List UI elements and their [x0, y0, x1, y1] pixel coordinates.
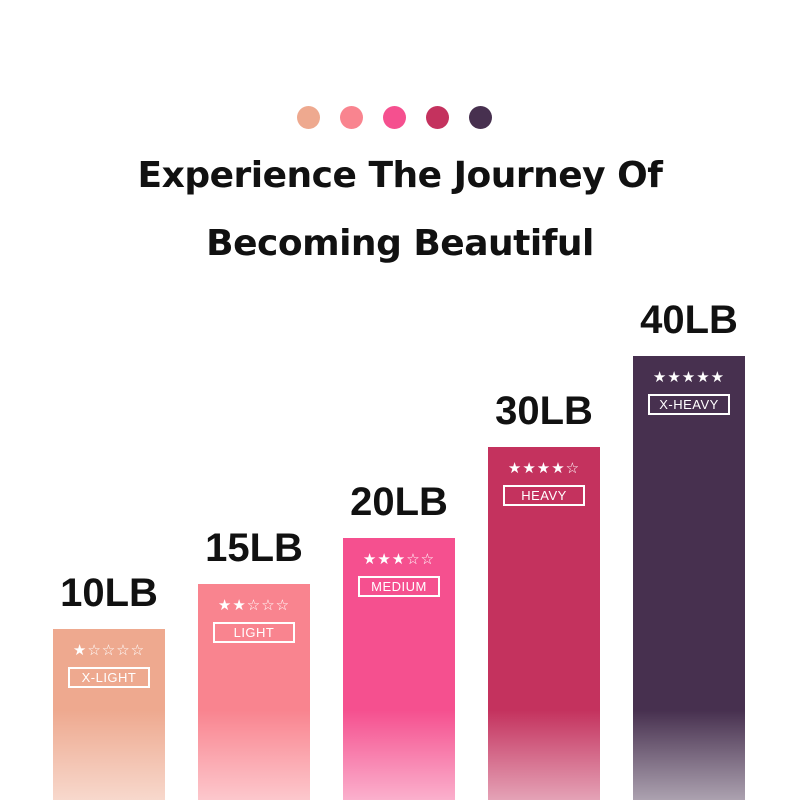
star-rating: ★☆☆☆☆ — [72, 641, 146, 659]
color-dot — [469, 106, 492, 129]
color-dot — [297, 106, 320, 129]
level-label: HEAVY — [503, 485, 585, 506]
color-dot — [426, 106, 449, 129]
bar: ★★★★☆ HEAVY — [488, 447, 600, 800]
weight-label: 20LB — [350, 480, 448, 524]
star-rating: ★★★★★ — [652, 368, 726, 386]
bar: ★☆☆☆☆ X-LIGHT — [53, 629, 165, 800]
star-rating: ★★★★☆ — [507, 459, 581, 477]
weight-label: 40LB — [640, 298, 738, 342]
level-label: LIGHT — [213, 621, 295, 643]
bar: ★★★★★ X-HEAVY — [633, 356, 745, 800]
star-rating: ★★☆☆☆ — [217, 595, 291, 614]
color-dot — [383, 106, 406, 129]
level-label: MEDIUM — [358, 576, 440, 597]
weight-label: 30LB — [495, 389, 593, 433]
color-dot — [340, 106, 363, 129]
title-line-2: Becoming Beautiful — [206, 223, 594, 264]
bar: ★★☆☆☆ LIGHT — [198, 583, 310, 800]
bar: ★★★☆☆ MEDIUM — [343, 538, 455, 800]
star-rating: ★★★☆☆ — [362, 550, 436, 568]
level-label: X-LIGHT — [68, 667, 150, 688]
level-label: X-HEAVY — [648, 394, 730, 415]
weight-label: 10LB — [60, 571, 158, 615]
color-dots — [0, 106, 800, 130]
weight-label: 15LB — [205, 525, 303, 570]
title-line-1: Experience The Journey Of — [137, 155, 663, 196]
